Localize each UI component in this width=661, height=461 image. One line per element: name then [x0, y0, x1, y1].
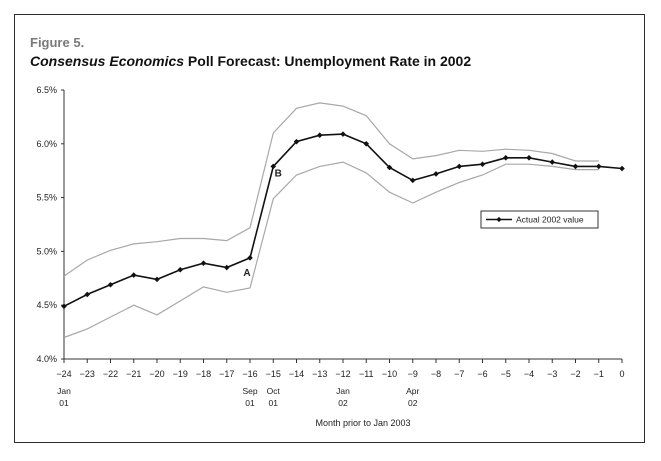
x-tick-label: −20	[149, 369, 164, 379]
series-upper-line	[63, 102, 599, 277]
x-sublabel-month: Oct	[267, 386, 281, 396]
data-point-marker	[316, 132, 323, 138]
x-sublabel-month: Jan	[336, 386, 350, 396]
data-point-marker	[293, 138, 300, 145]
data-point-marker	[386, 164, 393, 171]
data-point-marker	[340, 131, 346, 137]
data-point-marker	[619, 165, 625, 172]
y-tick-label: 6.0%	[36, 139, 57, 149]
x-axis-title: Month prior to Jan 2003	[315, 418, 410, 428]
data-point-marker	[84, 291, 91, 298]
chart-title-rest: Poll Forecast: Unemployment Rate in 2002	[184, 53, 472, 69]
x-tick-label: −23	[80, 369, 95, 379]
y-tick-label: 4.0%	[36, 354, 57, 364]
data-point-marker	[409, 177, 416, 184]
data-point-marker	[200, 260, 207, 267]
x-tick-label: −24	[56, 369, 71, 379]
x-tick-label: 0	[619, 369, 624, 379]
x-tick-label: −5	[501, 369, 511, 379]
x-tick-label: −21	[126, 369, 141, 379]
data-point-marker	[247, 255, 253, 261]
y-tick-label: 5.5%	[36, 193, 57, 203]
data-point-marker	[363, 141, 370, 147]
data-point-marker	[107, 281, 114, 288]
data-point-marker	[479, 161, 486, 168]
chart-title-italic: Consensus Economics	[30, 53, 185, 69]
x-tick-label: −7	[454, 369, 464, 379]
data-point-marker	[502, 154, 509, 161]
x-tick-label: −14	[289, 369, 304, 379]
data-point-marker	[549, 159, 556, 165]
x-sublabel-month: Jan	[57, 386, 71, 396]
x-sublabel-month: Apr	[406, 386, 419, 396]
data-point-marker	[456, 163, 463, 170]
y-tick-label: 4.5%	[36, 300, 57, 310]
legend-marker	[496, 216, 502, 223]
figure-label: Figure 5.	[30, 35, 85, 50]
data-point-marker	[595, 163, 602, 170]
x-tick-label: −4	[524, 369, 534, 379]
legend-label: Actual 2002 value	[516, 215, 584, 225]
data-point-marker	[526, 154, 532, 161]
x-tick-label: −17	[219, 369, 234, 379]
y-tick-label: 6.5%	[36, 85, 57, 95]
x-tick-label: −6	[477, 369, 487, 379]
legend-box	[480, 210, 599, 229]
data-point-marker	[130, 272, 137, 278]
data-point-marker	[433, 171, 439, 177]
data-point-marker	[154, 276, 160, 283]
x-tick-label: −19	[173, 369, 188, 379]
x-sublabel-year: 02	[408, 398, 418, 408]
x-tick-label: −22	[103, 369, 118, 379]
annotation-a: A	[243, 268, 250, 279]
x-tick-label: −1	[594, 369, 604, 379]
x-sublabel-month: Sep	[242, 386, 257, 396]
x-sublabel-year: 01	[59, 398, 69, 408]
series-lower-line	[63, 161, 599, 339]
x-tick-label: −11	[359, 369, 374, 379]
x-tick-label: −9	[408, 369, 418, 379]
annotation-b: B	[275, 168, 282, 179]
data-point-marker	[177, 266, 184, 273]
x-sublabel-year: 02	[338, 398, 348, 408]
data-point-marker	[61, 303, 67, 310]
x-tick-label: −3	[547, 369, 557, 379]
x-tick-label: −12	[335, 369, 350, 379]
figure-frame	[14, 14, 645, 443]
x-tick-label: −8	[431, 369, 441, 379]
x-tick-label: −13	[312, 369, 327, 379]
y-tick-label: 5.0%	[36, 246, 57, 256]
x-tick-label: −10	[382, 369, 397, 379]
x-tick-label: −15	[266, 369, 281, 379]
chart-title: Consensus Economics Poll Forecast: Unemp…	[30, 53, 471, 69]
x-tick-label: −2	[570, 369, 580, 379]
data-point-marker	[572, 163, 579, 170]
x-tick-label: −18	[196, 369, 211, 379]
x-sublabel-year: 01	[245, 398, 255, 408]
data-point-marker	[223, 264, 230, 271]
x-sublabel-year: 01	[269, 398, 279, 408]
x-tick-label: −16	[242, 369, 257, 379]
data-point-marker	[270, 163, 277, 170]
